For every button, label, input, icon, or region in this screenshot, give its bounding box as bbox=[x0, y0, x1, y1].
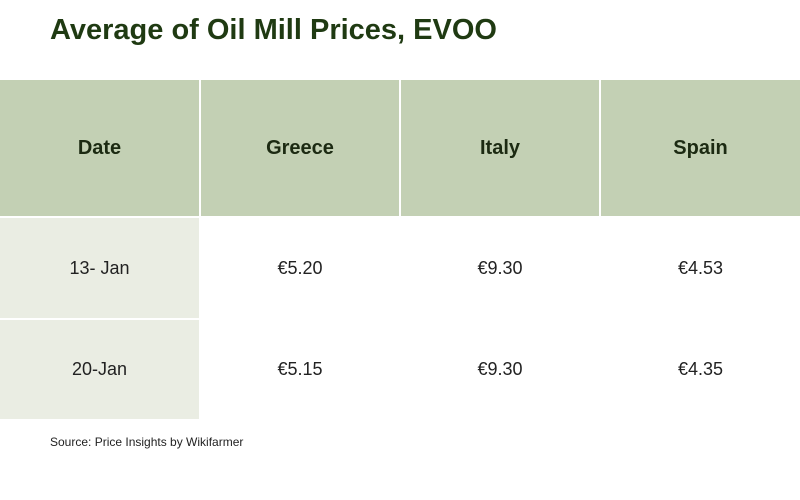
price-cell: €4.53 bbox=[601, 218, 800, 318]
price-cell: €5.15 bbox=[201, 320, 399, 419]
price-cell: €4.35 bbox=[601, 320, 800, 419]
price-cell: €5.20 bbox=[201, 218, 399, 318]
column-header: Italy bbox=[401, 80, 599, 216]
column-header: Spain bbox=[601, 80, 800, 216]
price-table: Date Greece Italy Spain 13- Jan €5.20 €9.30 €4.… bbox=[0, 80, 800, 419]
source-note: Source: Price Insights by Wikifarmer bbox=[50, 435, 244, 449]
price-cell: €9.30 bbox=[401, 320, 599, 419]
date-cell: 20-Jan bbox=[0, 320, 199, 419]
title: Average of Oil Mill Prices, EVOO bbox=[50, 14, 497, 46]
column-header: Greece bbox=[201, 80, 399, 216]
price-cell: €9.30 bbox=[401, 218, 599, 318]
date-cell: 13- Jan bbox=[0, 218, 199, 318]
column-header: Date bbox=[0, 80, 199, 216]
